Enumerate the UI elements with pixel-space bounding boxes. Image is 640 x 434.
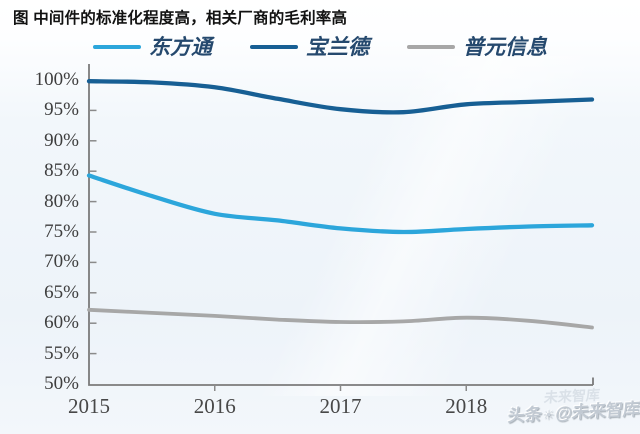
series-line-东方通 xyxy=(86,173,595,235)
y-axis-label: 85% xyxy=(44,160,79,182)
watermark-brand: 头条 xyxy=(507,404,543,426)
y-axis-label: 50% xyxy=(44,373,79,394)
y-axis-label: 95% xyxy=(44,99,79,121)
legend-label: 东方通 xyxy=(149,34,212,59)
figure-title: 图 中间件的标准化程度高，相关厂商的毛利率高 xyxy=(13,10,348,27)
legend-item-宝兰德: 宝兰德 xyxy=(250,34,369,59)
legend-line-swatch xyxy=(250,44,298,50)
y-axis-label: 70% xyxy=(44,251,79,273)
x-axis-label: 2015 xyxy=(68,394,110,418)
y-axis-label: 55% xyxy=(44,342,79,364)
x-axis-label: 2018 xyxy=(445,394,488,418)
legend-item-普元信息: 普元信息 xyxy=(407,34,547,59)
x-axis-label: 2016 xyxy=(193,394,236,418)
y-axis-label: 65% xyxy=(44,281,79,303)
axis-lines xyxy=(88,64,594,386)
x-axis-label: 2017 xyxy=(319,394,362,418)
watermark-handle: @未来智库 xyxy=(554,399,640,424)
y-axis-label: 60% xyxy=(44,312,79,334)
y-axis-label: 80% xyxy=(44,190,79,212)
legend-line-swatch xyxy=(407,44,455,50)
series-line-普元信息 xyxy=(87,307,594,330)
legend-label: 宝兰德 xyxy=(306,34,369,59)
legend-label: 普元信息 xyxy=(463,34,547,59)
y-axis-label: 100% xyxy=(34,69,79,90)
legend: 东方通 宝兰德 普元信息 xyxy=(0,33,640,61)
legend-line-swatch xyxy=(93,44,141,50)
y-axis-label: 75% xyxy=(44,221,79,242)
series-line-宝兰德 xyxy=(86,79,595,115)
legend-item-东方通: 东方通 xyxy=(93,34,212,59)
y-axis-label: 90% xyxy=(44,129,79,151)
sun-icon: ☀ xyxy=(542,406,556,423)
